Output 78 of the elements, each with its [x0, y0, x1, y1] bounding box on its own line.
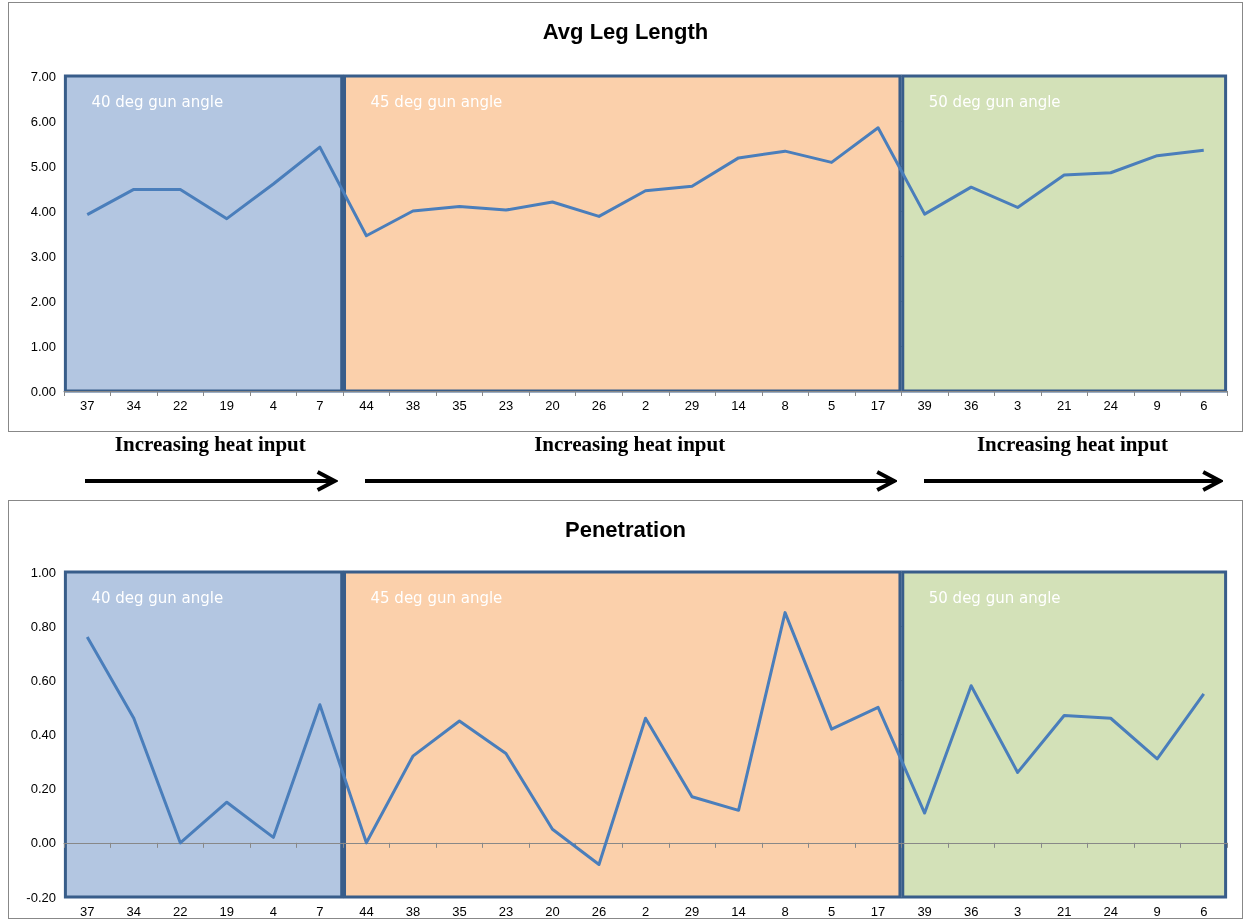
- x-tick-label: 4: [269, 398, 277, 413]
- line-series: [85, 126, 1206, 238]
- x-tick-label: 14: [731, 398, 746, 413]
- x-tick-label: 9: [1153, 904, 1161, 919]
- x-tick-label: 37: [80, 398, 95, 413]
- y-tick-label: 0.20: [30, 781, 56, 797]
- x-tick-label: 9: [1153, 398, 1161, 413]
- x-tick-label: 29: [684, 904, 700, 919]
- chart-title: Avg Leg Length: [542, 18, 709, 44]
- x-tick-label: 21: [1056, 904, 1072, 919]
- x-tick-label: 5: [827, 904, 836, 919]
- x-tick-label: 19: [219, 904, 235, 919]
- x-tick-label: 24: [1103, 904, 1118, 919]
- x-tick-label: 34: [126, 398, 142, 413]
- x-tick-label: 20: [545, 398, 560, 413]
- y-tick-label: 6.00: [30, 113, 56, 129]
- x-tick-label: 4: [269, 904, 277, 919]
- x-tick-label: 2: [641, 904, 650, 919]
- y-tick-label: 0.60: [30, 672, 56, 688]
- chart-title: Penetration: [564, 516, 687, 542]
- x-tick-label: 17: [870, 904, 886, 919]
- y-tick-label: 0.00: [30, 835, 56, 851]
- text: Increasing heat input: [975, 432, 1169, 457]
- band-label: 45 deg gun angle: [370, 92, 503, 111]
- x-tick-label: 2: [641, 398, 650, 413]
- y-tick-label: 0.80: [30, 618, 56, 634]
- x-tick-label: 37: [80, 904, 95, 919]
- x-tick-label: 6: [1200, 904, 1208, 919]
- x-tick-label: 26: [591, 904, 607, 919]
- x-tick-label: 7: [316, 398, 324, 413]
- text: Increasing heat input: [113, 432, 307, 457]
- y-tick-label: 0.00: [30, 383, 56, 399]
- x-tick-label: 24: [1103, 398, 1118, 413]
- band-label: 40 deg gun angle: [91, 588, 224, 607]
- x-tick-label: 36: [963, 398, 979, 413]
- band-label: 50 deg gun angle: [928, 588, 1061, 607]
- x-tick-label: 29: [684, 398, 700, 413]
- y-tick-label: 1.00: [30, 564, 56, 580]
- x-tick-label: 6: [1200, 398, 1208, 413]
- line-series: [85, 611, 1206, 866]
- x-tick-label: 22: [173, 904, 188, 919]
- x-tick-label: 21: [1056, 398, 1072, 413]
- x-tick-label: 38: [405, 904, 421, 919]
- x-tick-label: 17: [870, 398, 886, 413]
- x-tick-label: 14: [731, 904, 746, 919]
- x-tick-label: 5: [827, 398, 836, 413]
- y-tick-label: 1.00: [30, 338, 56, 354]
- x-tick-label: 44: [359, 904, 374, 919]
- y-tick-label: 7.00: [30, 68, 56, 84]
- band-label: 40 deg gun angle: [91, 92, 224, 111]
- x-tick-label: 36: [963, 904, 979, 919]
- x-tick-label: 8: [781, 398, 789, 413]
- text: Increasing heat input: [533, 432, 727, 457]
- x-tick-label: 44: [359, 398, 374, 413]
- band-label: 45 deg gun angle: [370, 588, 503, 607]
- x-tick-label: 38: [405, 398, 421, 413]
- x-tick-label: 19: [219, 398, 235, 413]
- y-tick-label: 4.00: [30, 203, 56, 219]
- x-tick-label: 39: [917, 904, 932, 919]
- x-tick-label: 23: [498, 904, 514, 919]
- x-tick-label: 8: [781, 904, 789, 919]
- y-tick-label: 0.40: [30, 727, 56, 742]
- x-tick-label: 7: [316, 904, 324, 919]
- x-tick-label: 35: [452, 398, 467, 413]
- x-tick-label: 23: [498, 398, 514, 413]
- x-tick-label: 34: [126, 904, 142, 919]
- x-tick-label: 20: [545, 904, 560, 919]
- x-tick-label: 35: [452, 904, 467, 919]
- x-tick-label: 3: [1014, 398, 1022, 413]
- y-tick-label: 2.00: [30, 293, 56, 309]
- y-tick-label: 3.00: [30, 248, 56, 264]
- x-tick-label: 3: [1014, 904, 1022, 919]
- y-tick-label: -0.20: [26, 889, 56, 905]
- y-tick-label: 5.00: [30, 158, 56, 174]
- x-tick-label: 22: [173, 398, 188, 413]
- band-label: 50 deg gun angle: [928, 92, 1061, 111]
- x-tick-label: 39: [917, 398, 932, 413]
- x-tick-label: 26: [591, 398, 607, 413]
